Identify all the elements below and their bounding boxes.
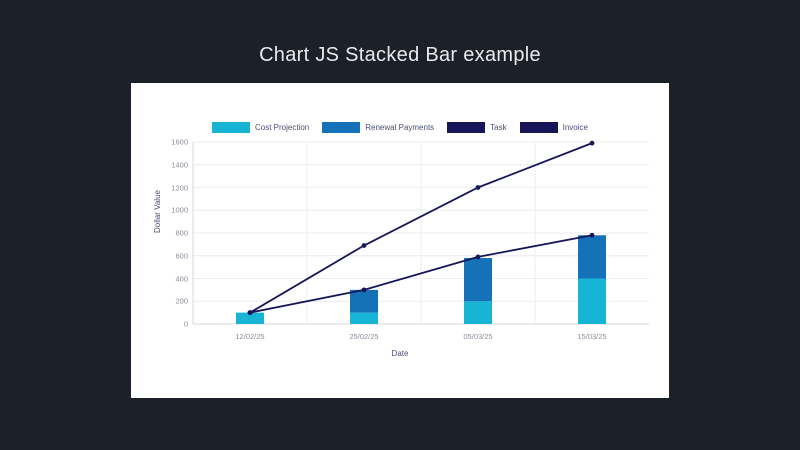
plot-area: Dollar Value Date 0 200 400 600 800 1000 1200 1… bbox=[131, 83, 669, 398]
line-point[interactable] bbox=[475, 254, 481, 260]
legend-swatch-icon bbox=[519, 122, 558, 133]
bar-segment[interactable] bbox=[350, 312, 378, 324]
bar-segment[interactable] bbox=[578, 278, 606, 325]
x-tick-label: 05/03/25 bbox=[463, 332, 493, 341]
chart-legend: Cost Projection Renewal Payments Task Invoi… bbox=[131, 122, 669, 133]
line-series[interactable] bbox=[249, 142, 593, 314]
line-point[interactable] bbox=[247, 310, 253, 316]
y-tick-label: 400 bbox=[175, 274, 188, 283]
legend-item[interactable]: Task bbox=[447, 122, 507, 133]
x-tick-label: 15/03/25 bbox=[577, 332, 607, 341]
page-title: Chart JS Stacked Bar example bbox=[259, 44, 541, 66]
x-tick-label: 12/02/25 bbox=[235, 332, 265, 341]
y-tick-label: 800 bbox=[175, 228, 188, 238]
line-series[interactable] bbox=[249, 234, 593, 314]
legend-item[interactable]: Invoice bbox=[519, 122, 588, 133]
chart-svg bbox=[192, 140, 649, 325]
y-tick-label: 1600 bbox=[171, 137, 188, 147]
line-point[interactable] bbox=[589, 232, 595, 238]
y-tick-label: 600 bbox=[175, 251, 188, 261]
legend-item-label: Cost Projection bbox=[255, 123, 310, 132]
chart-card: Cost Projection Renewal Payments Task Invoi… bbox=[131, 83, 669, 398]
x-tick-label: 25/02/25 bbox=[349, 332, 379, 341]
bar-segment[interactable] bbox=[578, 235, 606, 279]
y-tick-label: 1400 bbox=[171, 160, 188, 170]
legend-swatch-icon bbox=[447, 122, 486, 133]
legend-swatch-icon bbox=[322, 122, 361, 133]
bar-segment[interactable] bbox=[464, 301, 492, 324]
y-tick-label: 1200 bbox=[171, 183, 188, 192]
legend-item[interactable]: Cost Projection bbox=[212, 122, 309, 133]
y-tick-label: 1000 bbox=[171, 205, 188, 215]
legend-swatch-icon bbox=[212, 122, 250, 133]
legend-item-label: Task bbox=[490, 123, 507, 132]
x-axis-title: Date bbox=[391, 349, 409, 358]
y-tick-label: 0 bbox=[183, 319, 188, 329]
line-point[interactable] bbox=[361, 287, 367, 293]
y-tick-label: 200 bbox=[175, 296, 188, 306]
line-point[interactable] bbox=[589, 140, 595, 146]
bar-segment[interactable] bbox=[350, 289, 378, 313]
legend-item-label: Renewal Payments bbox=[365, 123, 435, 132]
line-point[interactable] bbox=[475, 185, 481, 190]
bar-segment[interactable] bbox=[464, 258, 492, 302]
bar-segment[interactable] bbox=[236, 312, 264, 324]
legend-item-label: Invoice bbox=[562, 123, 588, 132]
line-point[interactable] bbox=[361, 243, 367, 248]
legend-item[interactable]: Renewal Payments bbox=[322, 122, 434, 133]
